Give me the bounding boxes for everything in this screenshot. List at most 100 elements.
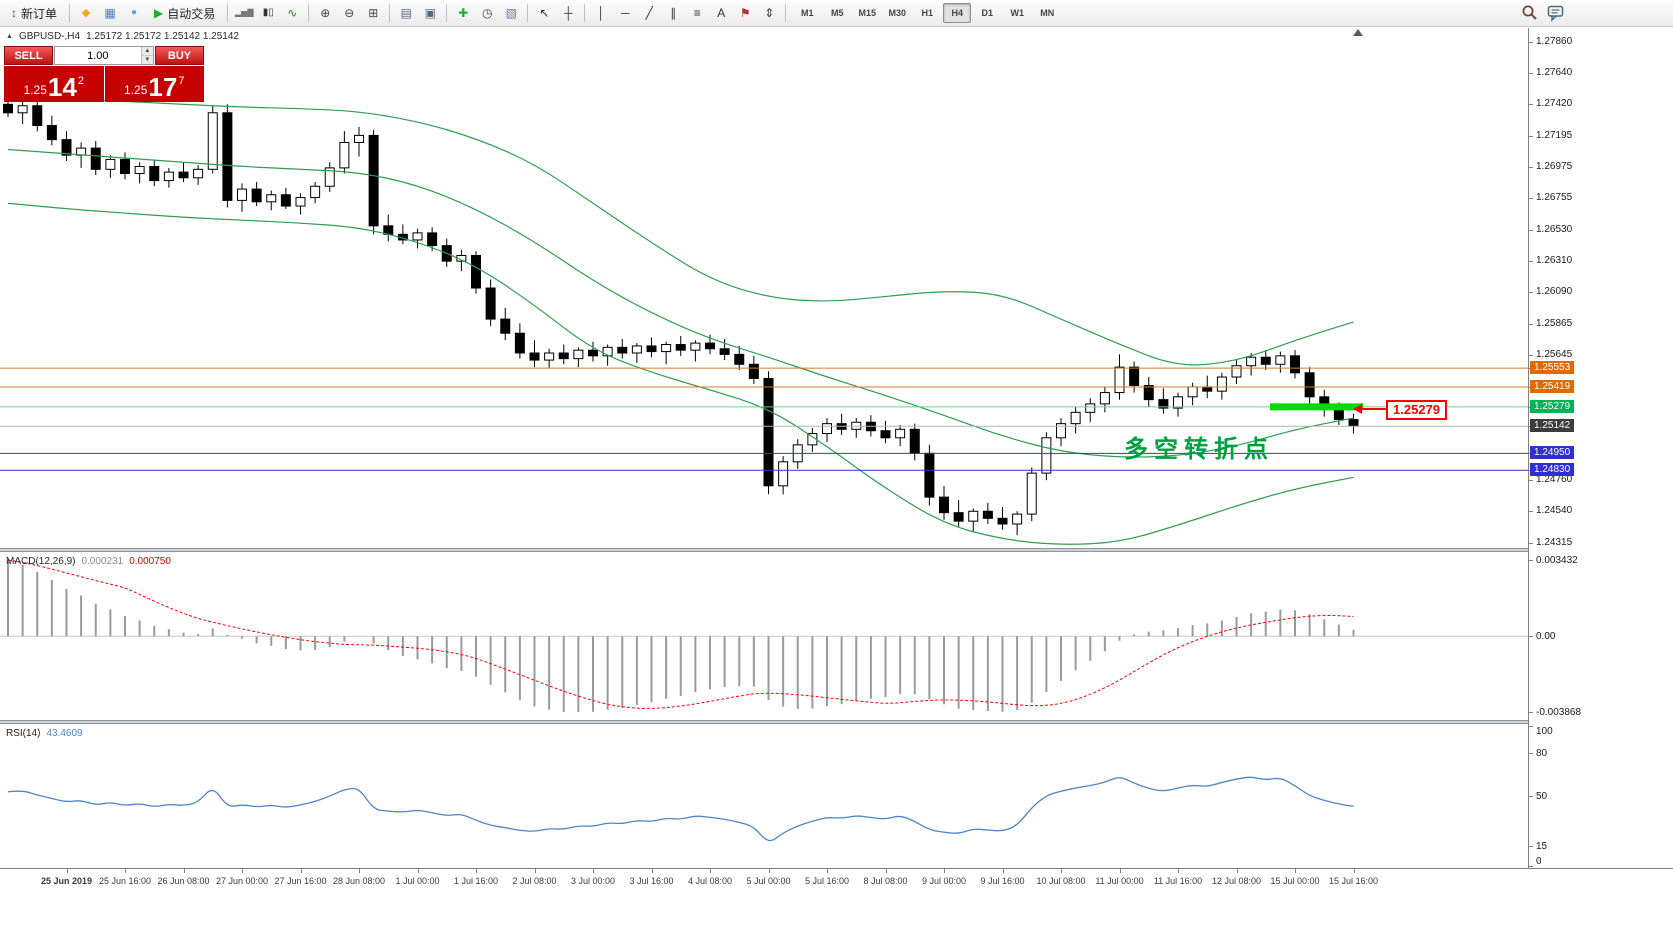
price-axis-box: 1.24830 (1530, 463, 1575, 477)
grid-icon: ⊞ (368, 6, 379, 20)
price-axis-label: 1.27420 (1536, 98, 1573, 110)
price-axis-label: 1.26090 (1536, 286, 1573, 298)
rsi-panel-canvas[interactable] (0, 724, 1528, 868)
search-icon[interactable] (1521, 4, 1539, 22)
price-axis-tick (1529, 73, 1533, 75)
line-chart-button[interactable]: ∿ (281, 2, 303, 24)
label-icon: ⚑ (739, 6, 751, 20)
text-icon: A (717, 6, 726, 20)
time-axis-tick (827, 869, 828, 873)
horizontal-line-button[interactable]: ─ (614, 2, 636, 24)
price-axis-label: 1.25645 (1536, 349, 1573, 361)
timeframe-d1[interactable]: D1 (981, 8, 994, 18)
channel-button[interactable]: ∥ (662, 2, 684, 24)
rsi-line (7, 776, 1354, 842)
candle (427, 232, 438, 247)
chat-icon[interactable] (1547, 4, 1565, 22)
sell-price-big: 14 (47, 72, 77, 102)
volume-input[interactable] (55, 47, 141, 64)
autotrading-button[interactable]: ▶ 自动交易 (147, 2, 222, 24)
price-axis-label: 1.27860 (1536, 36, 1573, 48)
candle (822, 423, 832, 435)
indicators-button[interactable]: ✚ (452, 2, 474, 24)
panel-splitter-rsi[interactable] (0, 720, 1673, 724)
candle (310, 185, 321, 199)
terminal-icon: ▦ (104, 6, 116, 20)
sell-button[interactable]: SELL (4, 46, 53, 65)
news-button[interactable]: ● (123, 2, 145, 24)
turning-point-segment[interactable] (1270, 403, 1363, 411)
candle (1114, 366, 1125, 394)
candle-chart-button[interactable]: ▮▯ (257, 2, 279, 24)
candle (1290, 355, 1300, 374)
cascade-windows-button[interactable]: ▣ (419, 2, 441, 24)
timeframe-m5[interactable]: M5 (831, 8, 844, 18)
grid-button[interactable]: ⊞ (362, 2, 384, 24)
tile-windows-button[interactable]: ▤ (395, 2, 417, 24)
timeframe-w1[interactable]: W1 (1010, 8, 1025, 18)
candle (909, 428, 920, 454)
timeframe-group: M1 M5 M15 M30 H1 H4 D1 W1 MN (792, 3, 1062, 23)
candle (3, 103, 13, 114)
timeframe-h4[interactable]: H4 (943, 3, 972, 23)
candle (471, 255, 481, 289)
terminal-button[interactable]: ▦ (99, 2, 121, 24)
panel-splitter-macd[interactable] (0, 548, 1673, 552)
one-click-trading-panel: SELL ▲ ▼ BUY 1.25 14 2 1.25 17 7 (4, 46, 204, 102)
candle (295, 197, 306, 207)
time-axis[interactable]: 25 Jun 2019 25 Jun 16:00 26 Jun 08:00 27 Ju… (0, 868, 1673, 892)
timeframe-m30[interactable]: M30 (888, 8, 907, 18)
trendline-button[interactable]: ╱ (638, 2, 660, 24)
candle (1216, 376, 1227, 392)
volume-up-icon[interactable]: ▲ (141, 47, 153, 56)
new-order-button[interactable]: ↕ 新订单 (4, 2, 64, 24)
macd-panel-canvas[interactable] (0, 552, 1528, 720)
indicators-icon: ✚ (458, 6, 469, 20)
bar-chart-button[interactable]: ▂▅▇ (233, 2, 255, 24)
candle-chart-icon: ▮▯ (262, 7, 274, 18)
sell-price-display[interactable]: 1.25 14 2 (4, 66, 104, 102)
cascade-windows-icon: ▣ (424, 6, 436, 20)
chart-shift-marker[interactable] (1353, 29, 1363, 36)
price-axis[interactable]: 1.27860 1.27640 1.27420 1.27195 1.26975 1.267… (1528, 28, 1673, 891)
timeframe-mn[interactable]: MN (1040, 8, 1055, 18)
candle (1333, 409, 1344, 420)
candle (1275, 355, 1286, 365)
crosshair-button[interactable]: ┼ (557, 2, 579, 24)
turning-point-annotation[interactable]: 多空转折点 (1124, 436, 1274, 463)
templates-button[interactable]: ▧ (500, 2, 522, 24)
price-axis-tick (1529, 511, 1533, 513)
buy-price-display[interactable]: 1.25 17 7 (104, 66, 204, 102)
time-axis-tick (1353, 869, 1355, 873)
text-button[interactable]: A (710, 2, 732, 24)
timeframe-m15[interactable]: M15 (858, 8, 877, 18)
candle (280, 194, 291, 207)
timeframe-h1[interactable]: H1 (921, 8, 934, 18)
periods-button[interactable]: ◷ (476, 2, 498, 24)
vertical-line-button[interactable]: │ (590, 2, 612, 24)
shapes-button[interactable]: ⇕ (758, 2, 780, 24)
timeframe-m1[interactable]: M1 (801, 8, 814, 18)
zoom-out-button[interactable]: ⊖ (338, 2, 360, 24)
volume-down-icon[interactable]: ▼ (141, 56, 153, 64)
mql5-market-button[interactable]: ◆ (75, 2, 97, 24)
time-axis-label: 1 Jul 00:00 (395, 876, 440, 886)
price-axis-tick (1529, 543, 1533, 545)
fibonacci-button[interactable]: ≡ (686, 2, 708, 24)
time-axis-label: 10 Jul 08:00 (1036, 876, 1086, 886)
time-axis-tick (66, 869, 68, 873)
macd-axis-label: 0.003432 (1536, 555, 1578, 566)
price-axis-tick (1529, 712, 1533, 713)
collapse-arrow-icon[interactable]: ▲ (6, 33, 13, 40)
label-button[interactable]: ⚑ (734, 2, 756, 24)
price-callout[interactable]: 1.25279 (1386, 400, 1447, 420)
bollinger-lower-band (7, 202, 1354, 545)
volume-stepper: ▲ ▼ (54, 46, 154, 65)
buy-button[interactable]: BUY (155, 46, 204, 65)
candle (1304, 372, 1315, 398)
zoom-in-button[interactable]: ⊕ (314, 2, 336, 24)
macd-main-value: 0.000231 (81, 556, 124, 567)
time-axis-label: 4 Jul 08:00 (687, 876, 733, 886)
cursor-button[interactable]: ↖ (533, 2, 555, 24)
main-chart-canvas[interactable] (0, 28, 1528, 548)
